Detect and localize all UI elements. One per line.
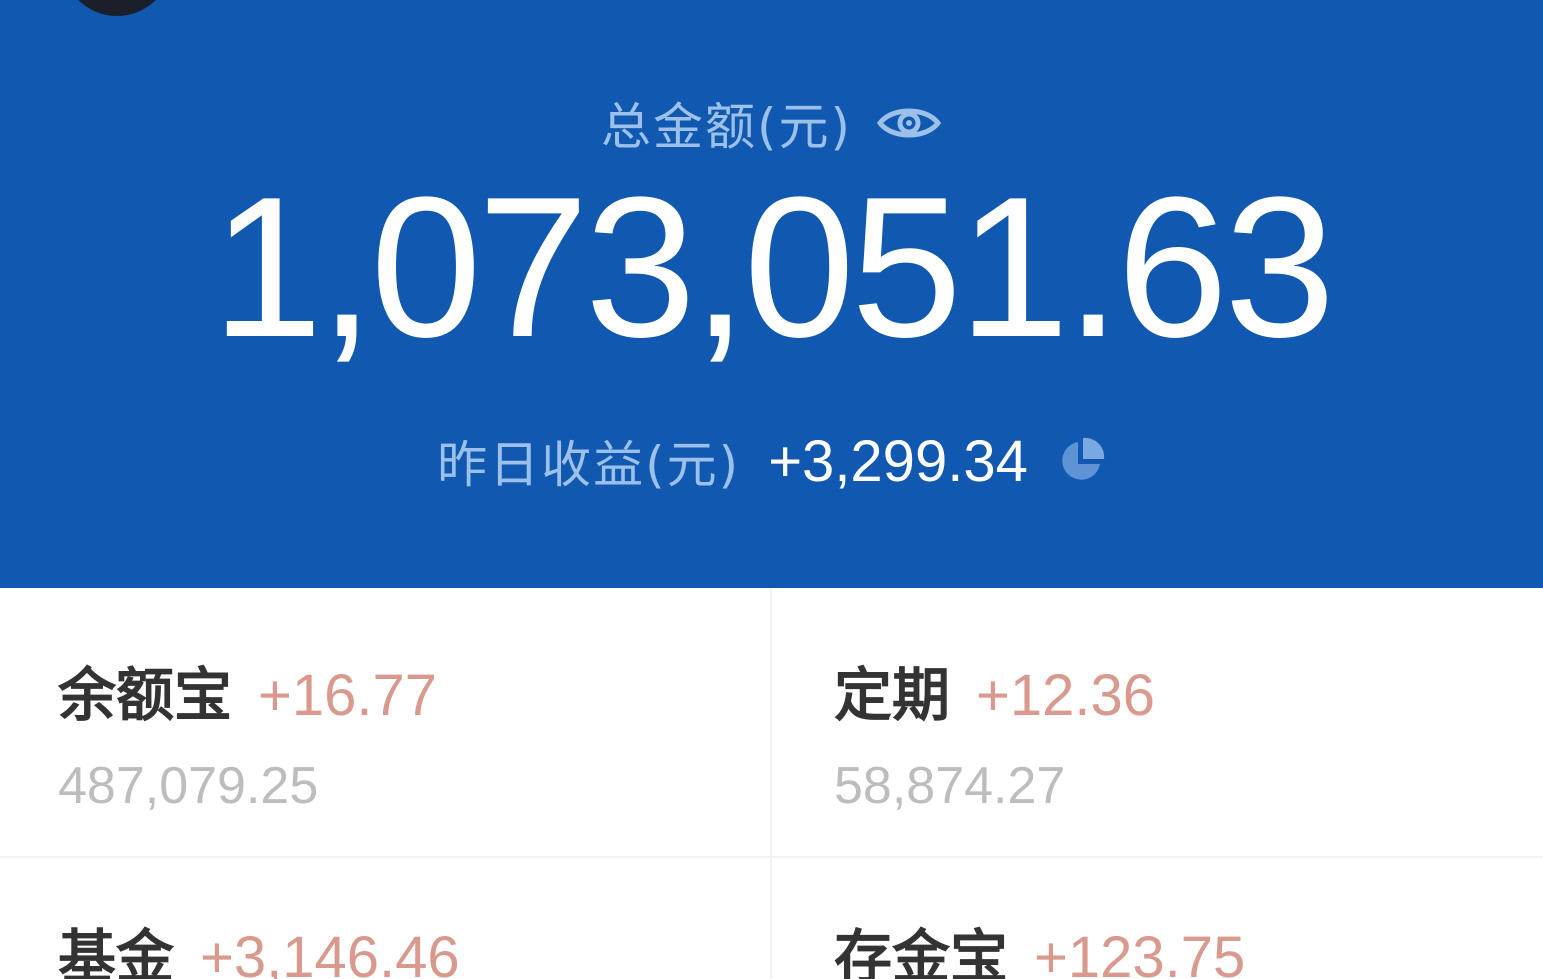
total-label-row: 总金额(元) [0, 88, 1543, 158]
asset-gain: +12.36 [976, 663, 1156, 728]
summary-header: 总金额(元) 1,073,051.63 昨日收益(元) +3,299.34 [0, 0, 1543, 588]
asset-balance: 487,079.25 [58, 757, 319, 815]
asset-card-gold[interactable]: 存金宝 +123.75 [834, 910, 1534, 979]
asset-title-row: 定期 +12.36 [834, 648, 1534, 732]
asset-title-row: 基金 +3,146.46 [58, 910, 758, 979]
yesterday-earnings-label: 昨日收益(元) [437, 436, 741, 494]
asset-gain: +3,146.46 [200, 925, 460, 979]
pie-chart-icon[interactable] [1056, 436, 1106, 486]
yesterday-earnings-value: +3,299.34 [768, 428, 1028, 494]
eye-icon[interactable] [876, 101, 942, 145]
asset-card-fixed-term[interactable]: 定期 +12.36 58,874.27 [834, 648, 1534, 816]
asset-card-yuebao[interactable]: 余额宝 +16.77 487,079.25 [58, 648, 758, 816]
total-amount-label: 总金额(元) [600, 98, 852, 156]
asset-title-row: 余额宝 +16.77 [58, 648, 758, 732]
asset-name: 定期 [834, 661, 951, 729]
asset-gain: +16.77 [258, 663, 438, 728]
asset-gain: +123.75 [1034, 925, 1246, 979]
asset-name: 基金 [58, 923, 175, 979]
asset-name: 存金宝 [834, 923, 1009, 979]
asset-card-fund[interactable]: 基金 +3,146.46 [58, 910, 758, 979]
asset-title-row: 存金宝 +123.75 [834, 910, 1534, 979]
grid-divider-horizontal [0, 856, 1543, 858]
asset-name: 余额宝 [58, 661, 233, 729]
asset-balance: 58,874.27 [834, 757, 1066, 815]
avatar[interactable] [62, 0, 172, 16]
asset-grid: 余额宝 +16.77 487,079.25 定期 +12.36 58,874.2… [0, 588, 1543, 979]
total-amount: 1,073,051.63 [211, 156, 1336, 379]
grid-divider-vertical [770, 588, 772, 979]
yesterday-earnings-row[interactable]: 昨日收益(元) +3,299.34 [0, 424, 1543, 498]
